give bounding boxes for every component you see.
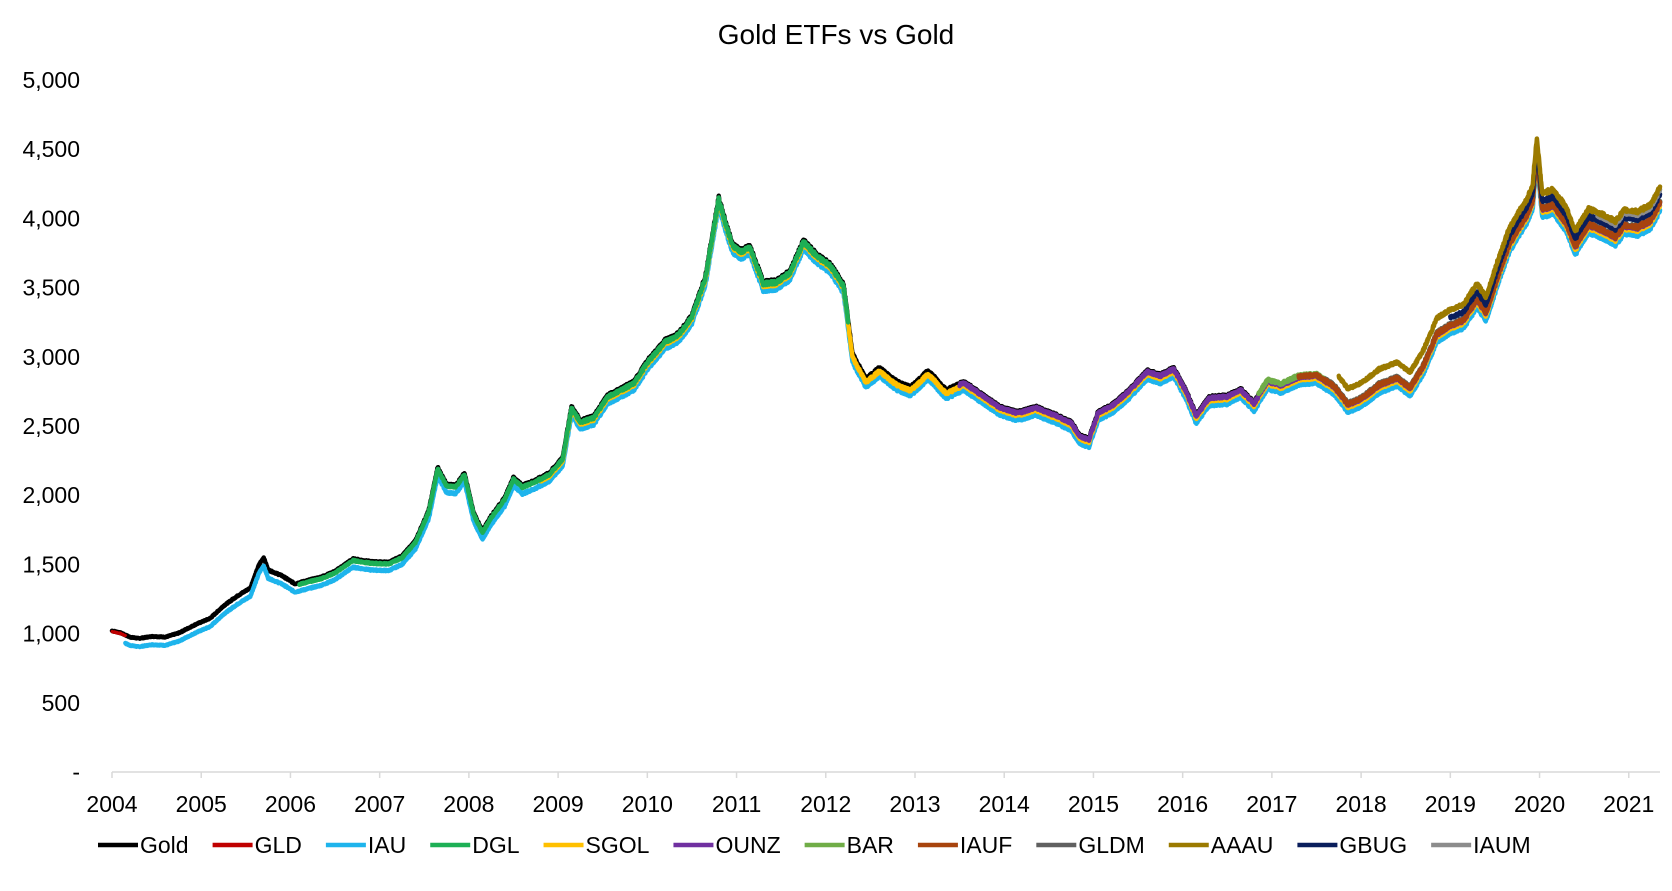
- series-line-bar: [1256, 150, 1663, 407]
- series-line-dgl: [297, 195, 851, 588]
- series-lines: [109, 136, 1663, 650]
- y-axis: - 500 1,000 1,500 2,000 2,500 3,000 3,500 4,000 4…: [22, 67, 80, 785]
- series-line-gld: [110, 630, 127, 638]
- y-tick-label: 1,000: [22, 621, 80, 647]
- y-tick-label: 2,000: [22, 482, 80, 508]
- x-tick-label: 2006: [265, 791, 316, 817]
- legend-label-aaau: AAAU: [1211, 832, 1274, 858]
- y-tick-label: 1,500: [22, 551, 80, 577]
- legend-label-gbug: GBUG: [1339, 832, 1407, 858]
- x-axis: 2004 2005 2006 2007 2008 2009 2010 2011 2012 2013…: [86, 772, 1654, 817]
- x-tick-label: 2014: [979, 791, 1030, 817]
- series-line-sgol: [538, 155, 1663, 484]
- y-tick-label: 4,000: [22, 205, 80, 231]
- x-tick-label: 2013: [889, 791, 940, 817]
- series-line-iauf: [1296, 151, 1663, 408]
- y-tick-label: 3,500: [22, 275, 80, 301]
- x-tick-label: 2009: [533, 791, 584, 817]
- y-tick-label: 5,000: [22, 67, 80, 93]
- x-tick-label: 2019: [1425, 791, 1476, 817]
- y-tick-label: -: [72, 759, 80, 785]
- y-tick-label: 500: [42, 690, 80, 716]
- x-tick-label: 2007: [354, 791, 405, 817]
- legend-label-bar: BAR: [847, 832, 894, 858]
- x-tick-label: 2011: [712, 791, 761, 817]
- y-tick-label: 3,000: [22, 344, 80, 370]
- legend-label-iaum: IAUM: [1473, 832, 1531, 858]
- x-tick-label: 2017: [1246, 791, 1297, 817]
- x-tick-label: 2005: [176, 791, 227, 817]
- x-tick-label: 2012: [800, 791, 851, 817]
- series-line-aaau: [1336, 136, 1663, 392]
- legend-label-ounz: OUNZ: [715, 832, 780, 858]
- series-line-gbug: [1448, 143, 1663, 321]
- chart-title: Gold ETFs vs Gold: [718, 19, 955, 50]
- x-tick-label: 2010: [622, 791, 673, 817]
- x-tick-label: 2021: [1603, 791, 1654, 817]
- legend-label-gldm: GLDM: [1078, 832, 1144, 858]
- x-tick-label: 2020: [1514, 791, 1565, 817]
- x-tick-label: 2018: [1336, 791, 1387, 817]
- legend-label-sgol: SGOL: [586, 832, 650, 858]
- x-tick-label: 2016: [1157, 791, 1208, 817]
- legend-label-iau: IAU: [368, 832, 406, 858]
- legend-label-dgl: DGL: [472, 832, 520, 858]
- legend-label-iauf: IAUF: [960, 832, 1012, 858]
- legend-label-gld: GLD: [255, 832, 302, 858]
- y-tick-label: 4,500: [22, 136, 80, 162]
- x-tick-label: 2004: [86, 791, 137, 817]
- legend-label-gold: Gold: [140, 832, 189, 858]
- x-tick-label: 2008: [443, 791, 494, 817]
- series-line-iau: [123, 159, 1663, 650]
- legend: Gold GLD IAU DGL SGOL OUNZ BAR IAUF GLDM AAAU GBUG…: [98, 832, 1531, 858]
- y-tick-label: 2,500: [22, 413, 80, 439]
- x-tick-label: 2015: [1068, 791, 1119, 817]
